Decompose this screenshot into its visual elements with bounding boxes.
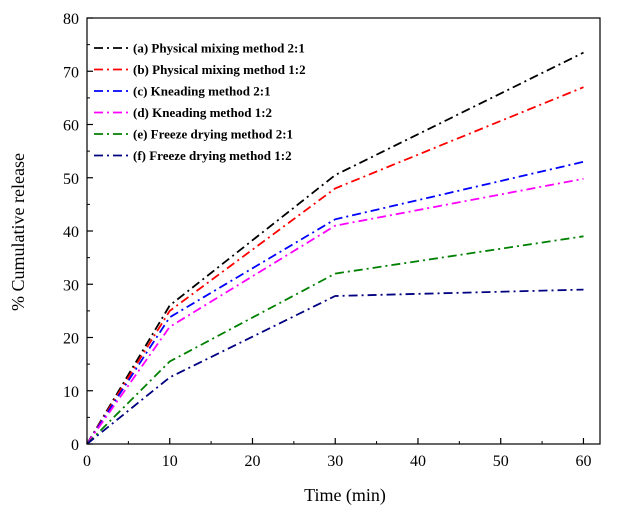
legend-label: (e) Freeze drying method 2:1 <box>133 127 293 142</box>
ticks: 0 10 20 30 40 50 60 0 10 20 30 40 50 60 70 80 <box>63 11 591 470</box>
axes <box>86 17 601 445</box>
y-tick-label: 0 <box>71 437 79 454</box>
y-axis-title: % Cumulative release <box>8 153 28 311</box>
legend-label: (c) Kneading method 2:1 <box>133 84 271 99</box>
series-line-4 <box>86 177 584 445</box>
series-line-3 <box>86 160 584 445</box>
x-tick-label: 50 <box>493 453 509 470</box>
legend-label: (f) Freeze drying method 1:2 <box>133 148 292 163</box>
legend-label: (a) Physical mixing method 2:1 <box>133 41 305 56</box>
legend-label: (d) Kneading method 1:2 <box>133 105 272 120</box>
y-tick-label: 10 <box>63 384 79 401</box>
x-tick-label: 10 <box>162 453 178 470</box>
y-tick-label: 50 <box>63 171 79 188</box>
plot-lines <box>86 51 584 445</box>
series-line-2 <box>86 86 584 445</box>
y-tick-label: 60 <box>63 118 79 135</box>
x-tick-label: 30 <box>327 453 343 470</box>
y-tick-label: 20 <box>63 331 79 348</box>
plot-frame <box>86 17 601 445</box>
series-line-5 <box>86 235 584 445</box>
y-tick-label: 80 <box>63 11 79 28</box>
x-tick-label: 40 <box>410 453 426 470</box>
legend: (a) Physical mixing method 2:1 (b) Physic… <box>94 41 306 163</box>
legend-label: (b) Physical mixing method 1:2 <box>133 62 306 77</box>
y-tick-label: 30 <box>63 277 79 294</box>
x-tick-label: 0 <box>83 453 91 470</box>
x-tick-label: 60 <box>575 453 591 470</box>
x-axis-title: Time (min) <box>304 485 386 506</box>
series-line-1 <box>86 51 584 445</box>
y-tick-label: 70 <box>63 64 79 81</box>
y-tick-label: 40 <box>63 224 79 241</box>
x-tick-label: 20 <box>244 453 260 470</box>
series-line-6 <box>86 288 584 445</box>
